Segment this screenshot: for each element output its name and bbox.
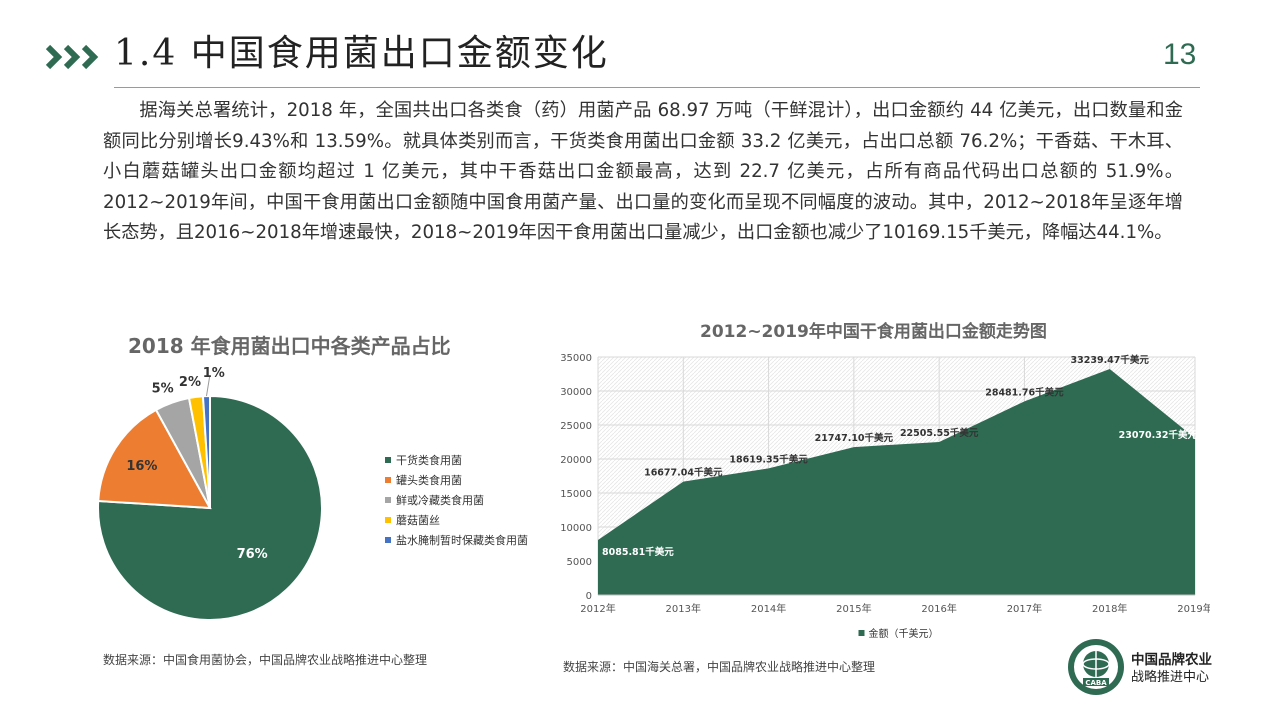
logo-badge-text: CABA — [1085, 679, 1107, 687]
area-source-note: 数据来源：中国海关总署，中国品牌农业战略推进中心整理 — [563, 660, 876, 674]
page-title: 1.4 中国食用菌出口金额变化 — [114, 33, 609, 74]
pie-chart: 76% 16% 5% 2%1% 干货类食用菌罐头类食用菌鲜或冷藏类食用菌蘑菇菌丝盐水腌制… — [97, 366, 528, 621]
header-divider — [114, 87, 1200, 88]
logo-text: 中国品牌农业 战略推进中心 — [1131, 652, 1212, 686]
x-tick-label: 2019年 — [1177, 602, 1210, 615]
pie-slice — [97, 408, 212, 510]
pie-slice-label: 1% — [203, 366, 225, 381]
area-data-label: 23070.32千美元 — [1119, 429, 1198, 441]
pie-slice-label: 2% — [179, 375, 201, 390]
pie-legend-label: 盐水腌制暂时保藏类食用菌 — [396, 533, 528, 547]
y-tick-label: 0 — [586, 591, 592, 602]
x-tick-label: 2016年 — [921, 602, 956, 615]
y-tick-label: 30000 — [560, 387, 592, 398]
area-data-label: 28481.76千美元 — [985, 386, 1064, 398]
y-tick-label: 5000 — [567, 557, 592, 568]
x-tick-label: 2015年 — [836, 602, 871, 615]
y-tick-label: 10000 — [560, 523, 592, 534]
x-tick-label: 2018年 — [1092, 602, 1127, 615]
area-data-label: 22505.55千美元 — [900, 427, 979, 439]
x-tick-label: 2017年 — [1007, 602, 1042, 615]
pie-leader-line — [205, 375, 211, 397]
logo-line1: 中国品牌农业 — [1131, 652, 1212, 668]
y-tick-label: 15000 — [560, 489, 592, 500]
page-number: 13 — [1163, 38, 1197, 71]
area-chart-title: 2012~2019年中国干食用菌出口金额走势图 — [700, 322, 1047, 342]
pie-legend-swatch — [385, 537, 391, 543]
area-data-label: 16677.04千美元 — [644, 467, 723, 479]
area-chart: 0 5000 10000 15000 20000 25000 30000 35000 8085.… — [560, 353, 1210, 640]
pie-slice-label: 5% — [152, 382, 174, 397]
pie-slice-label: 16% — [126, 459, 157, 474]
body-paragraph: 据海关总署统计，2018 年，全国共出口各类食（药）用菌产品 68.97 万吨（… — [103, 100, 1183, 243]
y-tick-label: 25000 — [560, 421, 592, 432]
pie-legend-swatch — [385, 497, 391, 503]
x-tick-label: 2014年 — [751, 602, 786, 615]
pie-slice-label: 76% — [237, 547, 268, 562]
pie-legend-label: 干货类食用菌 — [396, 453, 462, 467]
pie-slice — [201, 394, 211, 509]
pie-chart-title: 2018 年食用菌出口中各类产品占比 — [128, 334, 451, 358]
chevrons-icon — [46, 44, 99, 70]
pie-source-note: 数据来源：中国食用菌协会，中国品牌农业战略推进中心整理 — [103, 653, 428, 667]
area-legend-label: 金额（千美元） — [869, 627, 939, 640]
area-series — [598, 368, 1195, 595]
pie-legend-swatch — [385, 517, 391, 523]
pie-legend-swatch — [385, 477, 391, 483]
area-data-label: 18619.35千美元 — [729, 453, 808, 465]
pie-legend-swatch — [385, 457, 391, 463]
x-tick-label: 2012年 — [580, 602, 615, 615]
x-tick-label: 2013年 — [666, 602, 701, 615]
y-tick-label: 20000 — [560, 455, 592, 466]
y-tick-label: 35000 — [560, 353, 592, 364]
slide-header: 1.4 中国食用菌出口金额变化 13 — [0, 0, 1280, 90]
area-data-label: 33239.47千美元 — [1071, 354, 1150, 366]
caba-logo: CABA — [1068, 639, 1124, 695]
pie-legend-label: 鲜或冷藏类食用菌 — [396, 493, 484, 507]
area-data-label: 8085.81千美元 — [602, 546, 674, 558]
pie-legend-label: 罐头类食用菌 — [396, 473, 462, 487]
area-legend-swatch — [858, 630, 865, 636]
pie-legend-label: 蘑菇菌丝 — [396, 513, 440, 527]
area-data-label: 21747.10千美元 — [815, 432, 894, 444]
logo-line2: 战略推进中心 — [1131, 670, 1210, 685]
